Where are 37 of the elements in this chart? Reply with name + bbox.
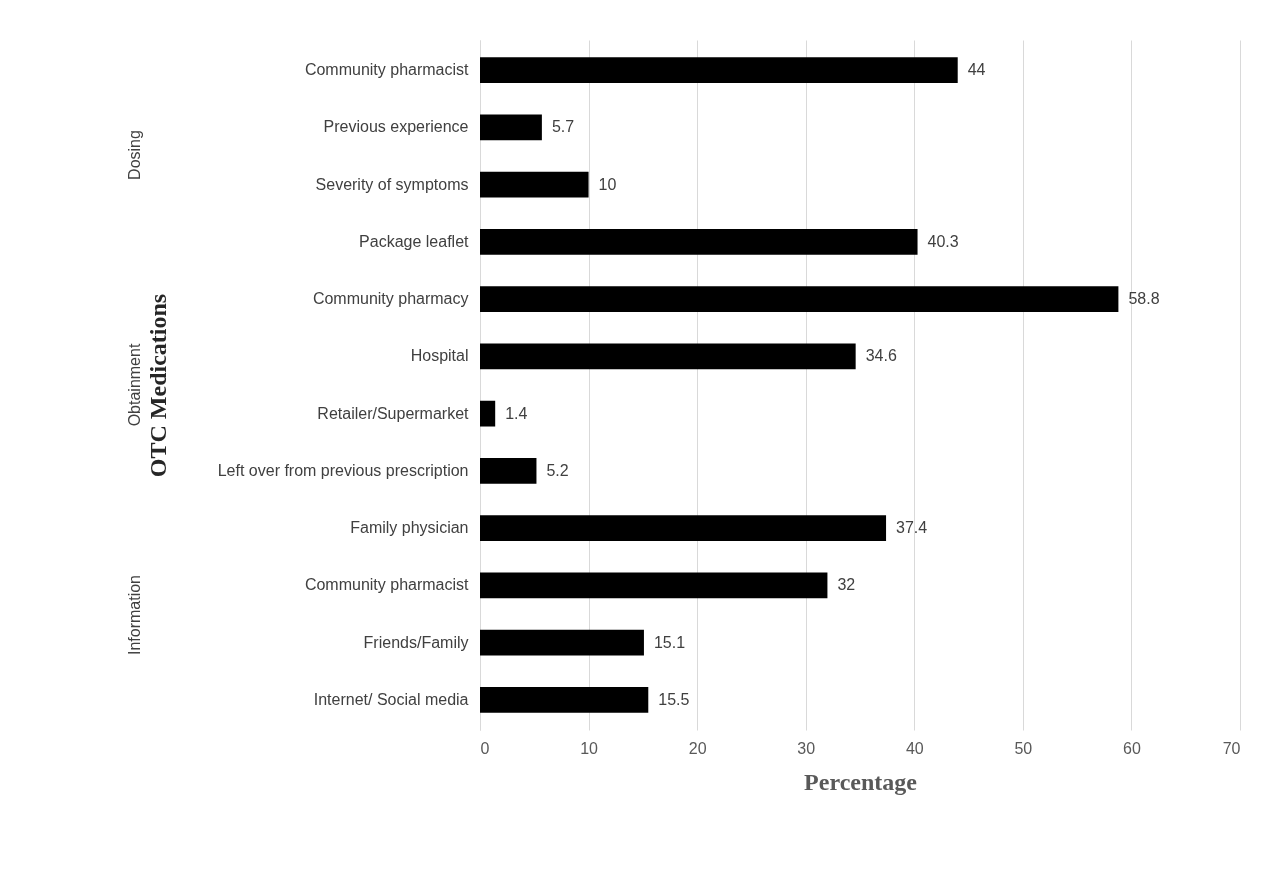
y-tick-label: Internet/ Social media <box>313 690 469 708</box>
text: Information <box>126 574 143 656</box>
x-tick-label: 60 <box>1123 739 1141 757</box>
data-label: 15.5 <box>658 690 690 708</box>
y-tick-label: Left over from previous prescription <box>217 461 469 479</box>
x-tick-label: 50 <box>1014 739 1033 757</box>
x-tick-label: 40 <box>905 739 924 757</box>
text: Dosing <box>126 130 143 180</box>
y-tick-label: Hospital <box>410 347 469 365</box>
y-tick-label: Previous experience <box>323 118 469 136</box>
y-tick-label: Package leaflet <box>359 232 470 250</box>
data-label: 1.4 <box>505 404 528 422</box>
y-tick-label: Friends/Family <box>363 633 469 651</box>
y-tick-label: Community pharmacist <box>304 61 470 79</box>
text: Obtainment <box>126 343 143 427</box>
y-tick-label: Retailer/Supermarket <box>317 404 470 422</box>
x-tick-label: 10 <box>580 739 599 757</box>
data-label: 15.1 <box>653 633 686 651</box>
y-tick-label: Community pharmacy <box>312 290 469 308</box>
y-tick-label: Family physician <box>350 519 469 537</box>
data-label: 5.2 <box>546 461 569 479</box>
data-label: 10 <box>598 175 617 193</box>
data-label: 34.6 <box>865 347 897 365</box>
data-label: 37.4 <box>896 519 928 537</box>
x-tick-label: 30 <box>797 739 816 757</box>
data-label: 58.8 <box>1128 290 1160 308</box>
data-label: 44 <box>967 61 986 79</box>
data-label: 32 <box>837 576 856 594</box>
y-tick-label: Community pharmacist <box>304 576 470 594</box>
data-label: 5.7 <box>551 118 575 136</box>
y-tick-label: Severity of symptoms <box>315 175 469 193</box>
x-tick-label: 0 <box>480 739 490 757</box>
data-label: 40.3 <box>927 232 959 250</box>
x-tick-label: 20 <box>688 739 707 757</box>
y-axis-title: OTC Medications <box>144 293 171 478</box>
x-axis-title: Percentage <box>804 768 918 795</box>
x-tick-label: 70 <box>1222 739 1241 757</box>
